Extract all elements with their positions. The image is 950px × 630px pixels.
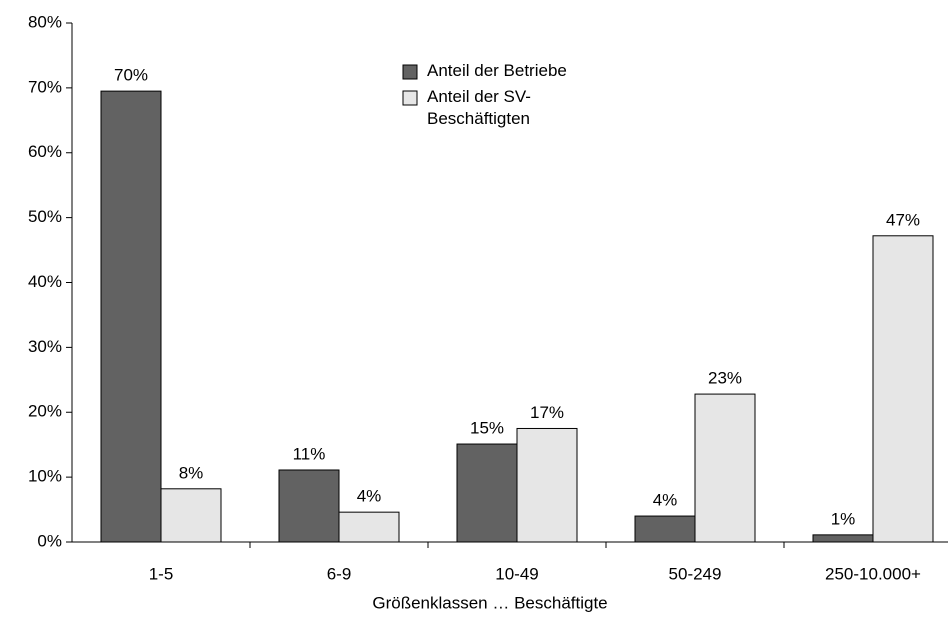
y-tick-label: 40% <box>28 272 62 291</box>
y-tick-label: 30% <box>28 337 62 356</box>
x-tick-label: 50-249 <box>669 564 722 583</box>
value-label: 4% <box>357 487 382 506</box>
x-axis-label: Größenklassen … Beschäftigte <box>372 593 607 612</box>
bar <box>456 443 518 543</box>
value-label: 47% <box>886 210 920 229</box>
y-tick-label: 10% <box>28 467 62 486</box>
bar <box>516 427 578 543</box>
legend-label: Anteil der Betriebe <box>427 61 567 80</box>
bar <box>160 488 222 543</box>
bar <box>278 469 340 543</box>
y-tick-label: 60% <box>28 142 62 161</box>
bar <box>812 534 874 543</box>
value-label: 1% <box>831 509 856 528</box>
y-tick-label: 50% <box>28 207 62 226</box>
value-label: 23% <box>708 369 742 388</box>
x-tick-label: 6-9 <box>327 564 352 583</box>
bar <box>634 515 696 543</box>
x-tick-label: 250-10.000+ <box>825 564 921 583</box>
legend-swatch <box>402 64 418 80</box>
value-label: 11% <box>293 444 326 463</box>
y-tick-label: 0% <box>37 531 62 550</box>
value-label: 17% <box>530 403 564 422</box>
y-tick-label: 80% <box>28 12 62 31</box>
value-label: 4% <box>653 491 678 510</box>
y-tick-label: 20% <box>28 402 62 421</box>
bar <box>694 393 756 543</box>
value-label: 70% <box>114 66 148 85</box>
bar <box>338 511 400 543</box>
legend-label: Anteil der SV-Beschäftigten <box>427 87 531 128</box>
legend-swatch <box>402 90 418 106</box>
x-tick-label: 1-5 <box>149 564 174 583</box>
y-tick-label: 70% <box>28 77 62 96</box>
value-label: 15% <box>470 419 504 438</box>
value-label: 8% <box>179 463 204 482</box>
bar <box>100 90 162 543</box>
x-tick-label: 10-49 <box>495 564 538 583</box>
bar <box>872 235 934 543</box>
